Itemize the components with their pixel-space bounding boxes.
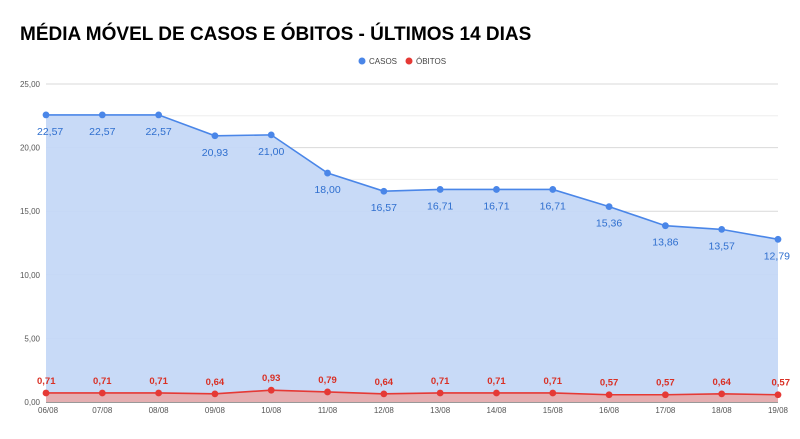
data-label-casos: 15,36 bbox=[596, 218, 622, 230]
data-label-casos: 22,57 bbox=[37, 126, 63, 138]
data-label-casos: 13,57 bbox=[709, 240, 735, 252]
point-óbitos bbox=[380, 390, 388, 398]
x-tick-label: 18/08 bbox=[712, 406, 733, 415]
point-casos bbox=[98, 111, 106, 119]
point-óbitos bbox=[324, 388, 331, 396]
chart-title: MÉDIA MÓVEL DE CASOS E ÓBITOS - ÚLTIMOS … bbox=[20, 23, 531, 45]
data-label-casos: 16,71 bbox=[427, 200, 453, 212]
series-areas bbox=[46, 114, 778, 402]
x-tick-label: 13/08 bbox=[430, 406, 451, 415]
point-óbitos bbox=[155, 389, 163, 397]
series-lines bbox=[46, 114, 779, 396]
point-casos bbox=[155, 111, 163, 119]
data-label-casos: 18,00 bbox=[314, 184, 340, 196]
point-óbitos bbox=[661, 391, 669, 399]
point-óbitos bbox=[267, 386, 275, 394]
data-label-óbitos: 0,64 bbox=[375, 377, 394, 388]
x-tick-label: 14/08 bbox=[486, 406, 507, 415]
point-casos bbox=[774, 235, 782, 243]
data-label-óbitos: 0,64 bbox=[712, 377, 731, 388]
x-tick-label: 17/08 bbox=[655, 406, 676, 415]
y-tick-label: 5,00 bbox=[24, 334, 40, 343]
x-tick-label: 19/08 bbox=[768, 406, 789, 415]
point-casos bbox=[549, 186, 557, 193]
data-label-casos: 22,57 bbox=[145, 126, 171, 138]
point-óbitos bbox=[718, 390, 726, 398]
point-casos bbox=[605, 203, 613, 211]
point-óbitos bbox=[42, 389, 50, 397]
line-óbitos bbox=[46, 389, 779, 396]
data-label-óbitos: 0,64 bbox=[206, 377, 225, 388]
y-axis-ticks: 0,00 5,00 10,00 15,00 20,00 25,00 bbox=[20, 80, 41, 407]
legend-marker-óbitos bbox=[405, 57, 413, 65]
data-label-óbitos: 0,57 bbox=[656, 378, 675, 389]
y-tick-label: 10,00 bbox=[20, 271, 41, 280]
point-óbitos bbox=[549, 389, 557, 397]
point-óbitos bbox=[211, 390, 219, 398]
x-axis-ticks: 06/08 07/08 08/08 09/08 10/08 11/08 12/08 13/08… bbox=[38, 406, 789, 415]
data-label-casos: 16,71 bbox=[483, 200, 509, 212]
point-casos bbox=[380, 187, 388, 195]
data-label-casos: 16,57 bbox=[371, 202, 397, 214]
point-óbitos bbox=[774, 391, 782, 399]
point-óbitos bbox=[493, 389, 500, 397]
legend-label-casos: CASOS bbox=[369, 57, 397, 66]
point-casos bbox=[324, 169, 331, 177]
data-label-casos: 20,93 bbox=[202, 147, 228, 159]
series-points bbox=[42, 111, 782, 399]
x-tick-label: 10/08 bbox=[261, 406, 282, 415]
data-label-casos: 21,00 bbox=[258, 146, 284, 158]
data-labels: 22,57 22,57 22,57 20,93 21,00 18,00 16,57 16,71… bbox=[37, 126, 790, 389]
y-tick-label: 20,00 bbox=[20, 144, 41, 153]
data-label-óbitos: 0,71 bbox=[37, 376, 56, 387]
data-label-óbitos: 0,79 bbox=[318, 375, 337, 386]
data-label-óbitos: 0,71 bbox=[149, 376, 168, 387]
data-label-óbitos: 0,71 bbox=[431, 376, 450, 387]
y-tick-label: 15,00 bbox=[20, 207, 41, 216]
point-óbitos bbox=[436, 389, 444, 397]
legend: CASOS ÓBITOS bbox=[358, 57, 446, 66]
point-casos bbox=[42, 111, 50, 119]
point-casos bbox=[267, 131, 275, 139]
x-tick-label: 06/08 bbox=[38, 406, 59, 415]
legend-marker-casos bbox=[358, 57, 366, 65]
x-tick-label: 09/08 bbox=[205, 406, 226, 415]
point-óbitos bbox=[605, 391, 613, 399]
point-casos bbox=[211, 132, 219, 140]
point-casos bbox=[661, 222, 669, 230]
data-label-óbitos: 0,71 bbox=[93, 376, 112, 387]
x-tick-label: 08/08 bbox=[149, 406, 170, 415]
data-label-óbitos: 0,57 bbox=[600, 378, 619, 389]
x-tick-label: 11/08 bbox=[318, 406, 338, 415]
data-label-casos: 13,86 bbox=[652, 237, 678, 249]
point-óbitos bbox=[98, 389, 106, 397]
y-tick-label: 0,00 bbox=[24, 398, 40, 407]
data-label-óbitos: 0,57 bbox=[772, 378, 791, 389]
data-label-óbitos: 0,71 bbox=[544, 376, 563, 387]
point-casos bbox=[436, 186, 444, 193]
x-tick-label: 12/08 bbox=[374, 406, 395, 415]
x-tick-label: 07/08 bbox=[92, 406, 113, 415]
point-casos bbox=[493, 186, 500, 193]
data-label-óbitos: 0,93 bbox=[262, 373, 281, 384]
legend-label-óbitos: ÓBITOS bbox=[416, 57, 446, 66]
line-casos bbox=[46, 114, 779, 241]
y-tick-label: 25,00 bbox=[20, 80, 41, 89]
x-tick-label: 15/08 bbox=[543, 406, 564, 415]
x-tick-label: 16/08 bbox=[599, 406, 620, 415]
data-label-casos: 16,71 bbox=[540, 200, 566, 212]
data-label-óbitos: 0,71 bbox=[487, 376, 506, 387]
data-label-casos: 22,57 bbox=[89, 126, 115, 138]
area-casos bbox=[46, 114, 778, 402]
point-casos bbox=[718, 225, 726, 233]
data-label-casos: 12,79 bbox=[764, 250, 790, 262]
